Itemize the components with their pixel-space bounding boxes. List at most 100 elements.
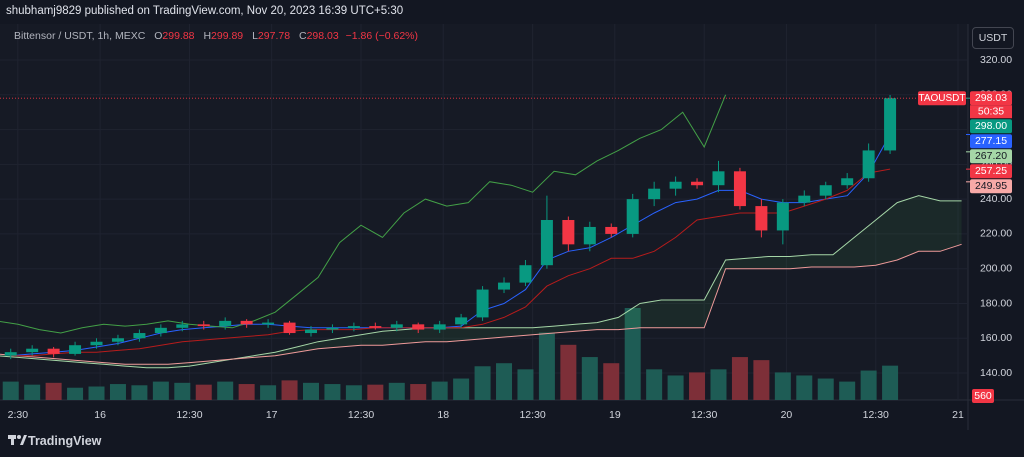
ohlc-value: 299.89: [211, 30, 244, 42]
ohlc-key: L: [252, 30, 258, 42]
volume-bar: [689, 372, 706, 400]
volume-bar: [24, 384, 41, 400]
tv-logo: [8, 435, 27, 445]
y-tick-label: 240.00: [980, 193, 1012, 205]
countdown-bg: [970, 105, 1012, 119]
volume-bar: [2, 381, 19, 400]
price-label-bg: [970, 91, 1012, 106]
x-tick-label: 18: [437, 409, 449, 421]
candle-body: [240, 320, 253, 325]
volume-bar: [217, 381, 234, 400]
currency-button[interactable]: USDT: [972, 27, 1014, 49]
candle-body: [347, 326, 360, 328]
x-tick-label: 12:30: [691, 409, 717, 421]
y-tick-label: 220.00: [980, 228, 1012, 240]
candle-body: [476, 289, 489, 318]
volume-bar: [882, 365, 899, 400]
ohlc-value: 298.03: [306, 30, 339, 42]
candle-body: [90, 341, 103, 346]
volume-bar: [88, 386, 105, 400]
volume-bar: [474, 366, 491, 400]
candle-body: [262, 322, 275, 325]
candle-body: [433, 324, 446, 330]
volume-bar: [581, 357, 598, 400]
volume-bar: [538, 332, 555, 400]
volume-bar: [817, 378, 834, 400]
price-label: 257.25: [975, 165, 1007, 177]
x-tick-label: 12:30: [863, 409, 889, 421]
footer: TradingView: [28, 434, 102, 448]
volume-bar: [174, 382, 191, 400]
candle-body: [326, 327, 339, 330]
volume-bar: [260, 385, 277, 400]
candle-body: [733, 171, 746, 207]
symbol-tag-bg: [918, 91, 966, 106]
candle-body: [412, 324, 425, 330]
candle-body: [776, 202, 789, 231]
volume-bar: [67, 387, 84, 400]
y-tick-label: 160.00: [980, 332, 1012, 344]
ohlc-value: 297.78: [257, 30, 291, 42]
legend: Bittensor / USDT, 1h, MEXC O299.88 H299.…: [14, 30, 418, 42]
candle-body: [712, 171, 725, 186]
header: shubhamj9829 published on TradingView.co…: [6, 5, 404, 17]
price-label: 277.15: [975, 135, 1007, 147]
candle-body: [369, 326, 382, 328]
symbol: Bittensor / USDT, 1h, MEXC: [14, 30, 146, 42]
candle-body: [304, 329, 317, 334]
candle-body: [798, 195, 811, 203]
volume-bar: [367, 384, 384, 400]
volume-bar: [560, 344, 577, 400]
change: −1.86 (−0.62%): [345, 30, 418, 42]
indicator-line: [10, 168, 891, 357]
candle-body: [133, 333, 146, 339]
price-label: 298.03: [975, 92, 1007, 104]
indicator-line: [0, 94, 727, 334]
candle-body: [47, 348, 60, 354]
x-tick-label: 12:30: [348, 409, 374, 421]
x-tick-label: 12:30: [176, 409, 202, 421]
volume-bar: [860, 370, 877, 400]
volume-bar: [131, 385, 148, 400]
volume-bar: [624, 308, 641, 400]
y-tick-label: 320.00: [980, 54, 1012, 66]
candle-body: [583, 226, 596, 245]
volume-bar: [431, 381, 448, 400]
price-label-bg: [970, 149, 1012, 164]
ohlc-key: C: [298, 30, 307, 42]
candle-body: [390, 324, 403, 328]
volume-bar: [45, 382, 62, 400]
candle-body: [669, 181, 682, 189]
ohlc-key: H: [203, 30, 212, 42]
x-tick-label: 21: [952, 409, 964, 421]
x-tick-label: 17: [266, 409, 278, 421]
candle-body: [498, 282, 511, 290]
volume-bar: [517, 369, 534, 400]
price-label-bg: [970, 179, 1012, 194]
ohlc-key: O: [154, 30, 163, 42]
price-label-bg: [970, 164, 1012, 179]
volume-bar: [195, 384, 212, 400]
price-label-bg: [970, 134, 1012, 149]
volume-bar: [796, 375, 813, 400]
candle-body: [219, 320, 232, 327]
candle-body: [755, 206, 768, 231]
x-tick-label: 2:30: [8, 409, 29, 421]
volume-bar: [753, 360, 770, 400]
x-tick-label: 20: [781, 409, 793, 421]
volume-bar: [710, 369, 727, 400]
volume-bar: [238, 384, 255, 400]
candle-body: [69, 345, 82, 354]
price-label: 249.95: [975, 180, 1007, 192]
candle-body: [111, 338, 124, 342]
price-label: 267.20: [975, 150, 1007, 162]
x-tick-label: 19: [609, 409, 621, 421]
cloud: [0, 195, 962, 368]
volume-bar: [496, 363, 513, 400]
price-label: 298.00: [975, 120, 1007, 132]
candle-body: [862, 150, 875, 179]
span-a: [0, 195, 962, 369]
x-tick-label: 16: [94, 409, 106, 421]
candle-body: [648, 188, 661, 200]
